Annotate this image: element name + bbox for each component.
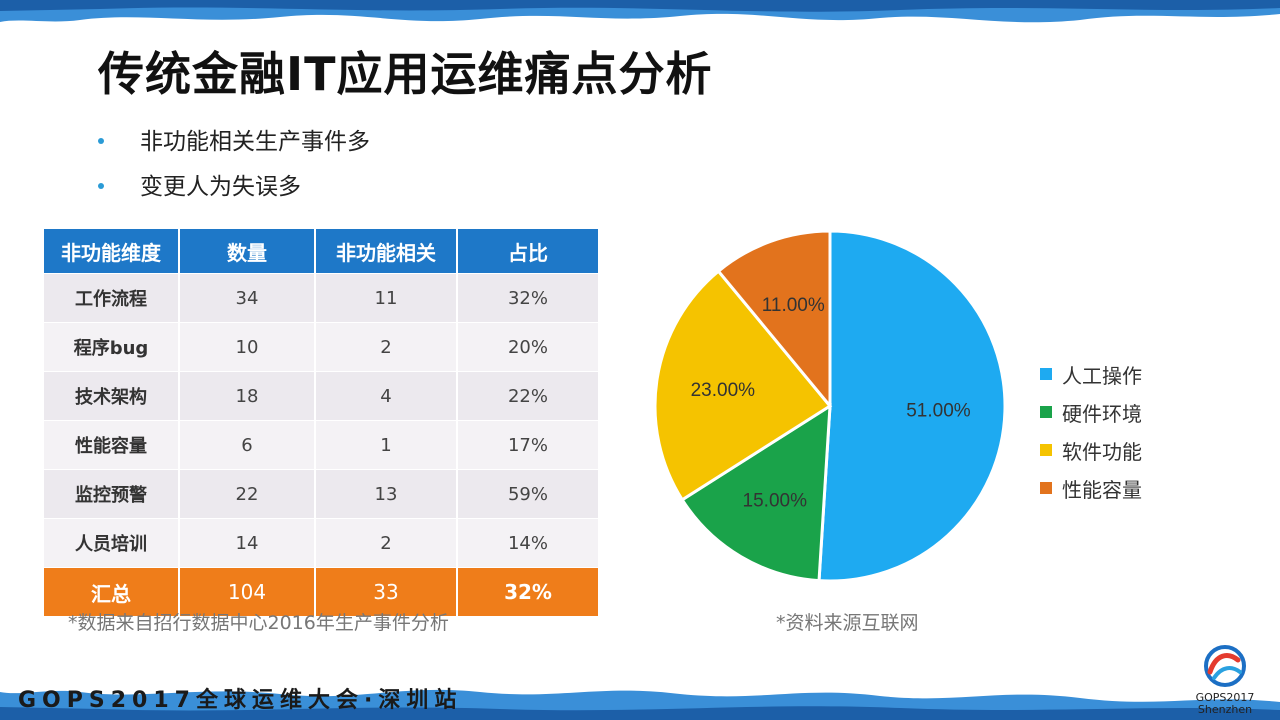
legend-item: 性能容量 [1040,469,1142,507]
table-cell: 18 [179,371,316,421]
pie-slice-3 [716,229,832,411]
legend-label: 性能容量 [1062,477,1142,502]
table-row: 技术架构 18 4 22% [44,371,600,421]
legend-label: 硬件环境 [1062,401,1142,426]
table-total-row: 汇总 104 33 32% [44,567,600,616]
table-total-cell: 32% [457,567,600,616]
legend-label: 人工操作 [1062,363,1142,388]
legend-item: 软件功能 [1040,431,1142,469]
legend-swatch [1040,406,1052,418]
table-cell: 14 [179,518,316,568]
table-header-row: 非功能维度 数量 非功能相关 占比 [44,229,600,274]
top-decorative-band [0,0,1280,23]
table-total-cell: 汇总 [44,567,180,616]
table-cell: 监控预警 [44,469,180,519]
legend-label: 软件功能 [1062,439,1142,464]
table-cell: 6 [179,420,316,470]
table-cell: 程序bug [44,322,180,372]
table-row: 监控预警 22 13 59% [44,469,600,519]
table-cell: 1 [315,420,458,470]
bottom-decorative-band [0,689,1280,720]
chart-source-note: *资料来源互联网 [776,612,919,634]
table-row: 性能容量 6 1 17% [44,420,600,470]
table-header-cell: 数量 [179,229,316,274]
table-cell: 13 [315,469,458,519]
pie-slice-2 [653,269,833,502]
bullet-dot-icon [98,183,104,189]
legend-swatch [1040,368,1052,380]
legend-item: 人工操作 [1040,355,1142,393]
pie-data-label: 11.00% [762,295,825,316]
table-cell: 2 [315,518,458,568]
table-cell: 14% [457,518,600,568]
logo-line1: GOPS2017 [1195,691,1255,704]
table-source-note: *数据来自招行数据中心2016年生产事件分析 [68,612,449,634]
table-cell: 技术架构 [44,371,180,421]
table-total-cell: 33 [315,567,458,616]
bullet-list: 非功能相关生产事件多 变更人为失误多 [98,122,370,212]
table-cell: 34 [179,273,316,323]
gops-logo-icon [1204,645,1246,687]
table-cell: 59% [457,469,600,519]
chart-legend: 人工操作硬件环境软件功能性能容量 [1040,355,1142,507]
table-cell: 32% [457,273,600,323]
table-total-cell: 104 [179,567,316,616]
bullet-item: 变更人为失误多 [98,167,370,212]
table-header-cell: 占比 [457,229,600,274]
conference-footer: GOPS2017全球运维大会·深圳站 [18,688,463,713]
legend-swatch [1040,482,1052,494]
table-cell: 性能容量 [44,420,180,470]
table-cell: 11 [315,273,458,323]
table-header-cell: 非功能维度 [44,229,180,274]
legend-item: 硬件环境 [1040,393,1142,431]
pie-data-label: 51.00% [906,400,971,421]
table-cell: 10 [179,322,316,372]
gops-logo: GOPS2017 Shenzhen [1190,644,1260,716]
table-cell: 人员培训 [44,518,180,568]
table-cell: 22 [179,469,316,519]
table-cell: 工作流程 [44,273,180,323]
pie-data-label: 15.00% [743,490,808,511]
legend-swatch [1040,444,1052,456]
bullet-item: 非功能相关生产事件多 [98,122,370,167]
table-cell: 17% [457,420,600,470]
bullet-text: 变更人为失误多 [140,174,301,200]
logo-line2: Shenzhen [1197,703,1253,716]
bullet-text: 非功能相关生产事件多 [140,129,370,155]
table-header-cell: 非功能相关 [315,229,458,274]
table-cell: 2 [315,322,458,372]
table-cell: 22% [457,371,600,421]
table-cell: 4 [315,371,458,421]
pie-slice-1 [680,403,832,583]
pie-slice-0 [817,229,1007,583]
slide-title: 传统金融IT应用运维痛点分析 [98,47,713,101]
table-row: 人员培训 14 2 14% [44,518,600,568]
pie-data-label: 23.00% [691,380,756,401]
table-row: 程序bug 10 2 20% [44,322,600,372]
non-functional-table: 非功能维度 数量 非功能相关 占比 工作流程 34 11 32% 程序bug 1… [44,229,600,616]
bullet-dot-icon [98,138,104,144]
table-cell: 20% [457,322,600,372]
table-row: 工作流程 34 11 32% [44,273,600,323]
pie-chart: 51.00% 15.00% 23.00% 11.00% [653,229,1007,583]
